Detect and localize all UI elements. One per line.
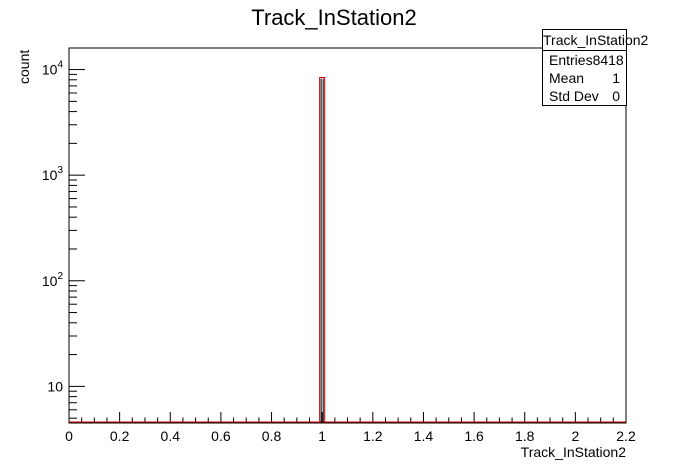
x-tick-label: 0	[65, 428, 73, 444]
x-tick-label: 2	[571, 428, 579, 444]
stats-box: Track_InStation2 Entries 8418 Mean 1 Std…	[542, 29, 648, 106]
x-axis-label: Track_InStation2	[521, 444, 627, 460]
stats-value: 8418	[592, 52, 624, 68]
x-tick-label: 0.2	[110, 428, 130, 444]
x-tick-label: 0.6	[211, 428, 231, 444]
x-tick-label: 1.2	[363, 428, 383, 444]
x-tick-label: 1	[318, 428, 326, 444]
y-tick-label: 10	[47, 378, 63, 394]
stats-label: Entries	[549, 52, 593, 68]
stats-row-mean: Mean 1	[543, 69, 626, 87]
histogram-bars	[69, 76, 626, 423]
x-tick-label: 2.2	[616, 428, 636, 444]
y-axis-label: count	[16, 50, 32, 84]
stats-row-entries: Entries 8418	[543, 51, 626, 69]
stats-label: Mean	[549, 70, 585, 86]
y-axis: 10 102 103 104	[42, 60, 85, 419]
stats-value: 0	[612, 88, 620, 104]
stats-value: 1	[612, 70, 620, 86]
stats-label: Std Dev	[549, 88, 599, 104]
x-tick-label: 0.8	[262, 428, 282, 444]
y-tick-label: 104	[42, 60, 64, 78]
y-tick-label: 102	[42, 271, 64, 289]
x-tick-label: 1.4	[414, 428, 434, 444]
x-tick-label: 1.8	[515, 428, 535, 444]
x-tick-label: 1.6	[464, 428, 484, 444]
stats-title: Track_InStation2	[543, 30, 648, 51]
histogram-bar	[319, 76, 326, 423]
x-tick-label: 0.4	[161, 428, 181, 444]
stats-row-stddev: Std Dev 0	[543, 87, 626, 105]
y-tick-label: 103	[42, 165, 64, 183]
x-axis: 0 0.2 0.4 0.6 0.8 1 1.2 1.4 1.6 1.8 2 2.2	[65, 412, 636, 444]
chart-title: Track_InStation2	[251, 5, 417, 30]
